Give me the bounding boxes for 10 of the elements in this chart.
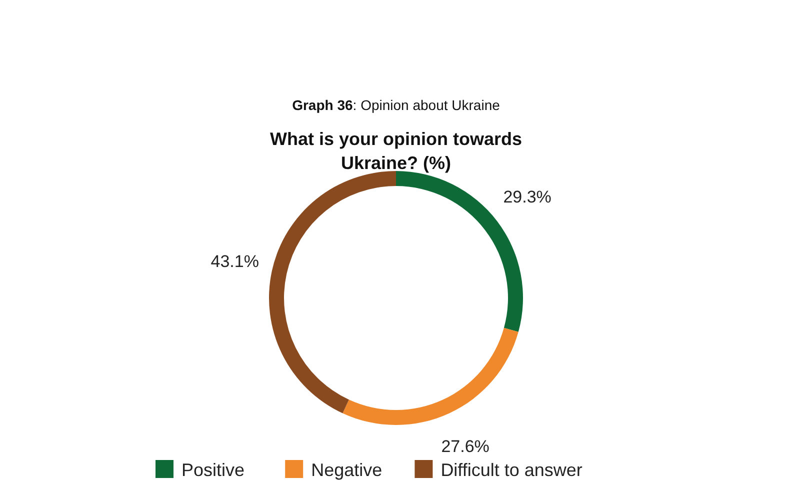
data-label: 43.1% xyxy=(210,252,259,271)
chart-subtitle: What is your opinion towards Ukraine? (%) xyxy=(270,129,522,173)
legend-label: Positive xyxy=(182,460,245,480)
legend-label: Negative xyxy=(311,460,382,480)
donut-slice xyxy=(269,171,396,414)
data-label: 27.6% xyxy=(441,437,490,456)
legend-label: Difficult to answer xyxy=(440,460,582,480)
donut-slice xyxy=(342,328,518,425)
chart-title: Graph 36: Opinion about Ukraine xyxy=(292,97,500,113)
data-label: 29.3% xyxy=(503,188,552,207)
